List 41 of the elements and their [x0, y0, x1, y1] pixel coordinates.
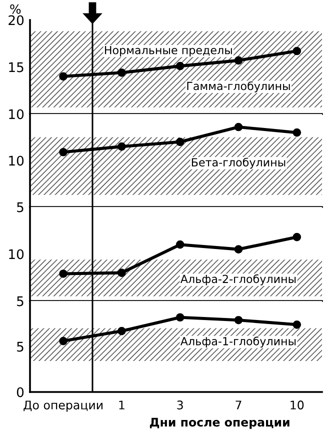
point — [292, 320, 302, 329]
point — [234, 245, 243, 254]
point — [176, 62, 184, 70]
point — [118, 142, 126, 151]
y-tick-label: 10 — [9, 156, 24, 166]
x-tick-label: 10 — [290, 400, 304, 410]
point — [234, 316, 243, 324]
x-axis-title: Дни после операции — [150, 418, 290, 429]
point — [59, 148, 68, 156]
y-tick-label: 5 — [17, 296, 24, 306]
x-tick-label: 7 — [236, 400, 242, 410]
point — [59, 72, 68, 81]
series-label: Альфа-1-глобулины — [180, 336, 296, 348]
x-tick-label: 1 — [119, 400, 124, 410]
x-tick-label: 3 — [177, 400, 183, 410]
point — [176, 138, 184, 146]
text: Альфа-2-глобулины — [180, 274, 296, 286]
point — [59, 270, 68, 278]
y-tick-label: 5 — [17, 202, 24, 212]
y-tick-label: 0 — [16, 387, 24, 398]
y-tick-label: 5 — [17, 342, 24, 352]
y-tick-label: 15 — [9, 62, 24, 72]
series-label: Бета-глобулины — [192, 158, 286, 169]
y-axis-title: % — [10, 4, 21, 14]
series-label: Гамма-глобулины — [187, 81, 290, 92]
point — [176, 313, 184, 322]
point — [292, 46, 302, 56]
y-tick-label: 20 — [8, 15, 24, 26]
point — [234, 56, 243, 65]
point — [59, 336, 68, 346]
band-label: Нормальные пределы — [104, 46, 232, 56]
point — [234, 122, 243, 132]
point — [118, 68, 126, 77]
point — [176, 240, 184, 249]
y-tick-label: 10 — [9, 109, 24, 120]
point — [118, 326, 126, 336]
point — [292, 232, 302, 242]
y-tick-label: 10 — [9, 249, 24, 260]
x-tick-label: До операции — [24, 400, 102, 412]
point — [118, 268, 126, 277]
point — [292, 128, 302, 137]
